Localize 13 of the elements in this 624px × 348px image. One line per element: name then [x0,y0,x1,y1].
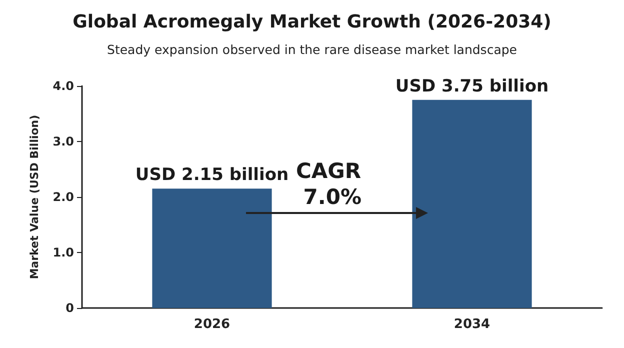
annotation: CAGR 7.0% [296,159,362,209]
chart-subtitle: Steady expansion observed in the rare disease market landscape [107,42,518,57]
y-tick-label: 0 [66,301,74,315]
x-tick-label: 2034 [454,317,490,332]
data-label: USD 2.15 billion [135,165,289,186]
y-axis-title: Market Value (USD Billion) [28,114,41,280]
data-label: USD 3.75 billion [395,76,549,96]
x-tick-label: 2026 [194,317,230,332]
y-tick-label: 1.0 [52,246,74,260]
y-tick-label: 4.0 [52,79,74,93]
y-tick-label: 3.0 [52,134,74,148]
chart-title: Global Acromegaly Market Growth (2026-2034) [72,12,552,32]
y-tick-label: 2.0 [52,190,74,204]
